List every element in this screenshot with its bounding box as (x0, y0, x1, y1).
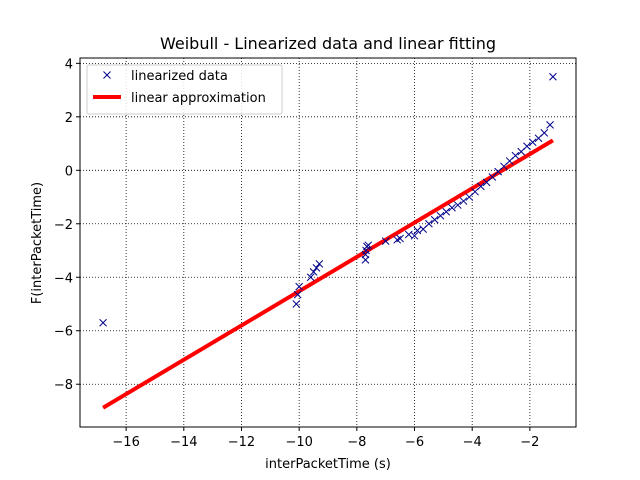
x-tick-label: −4 (463, 435, 482, 450)
chart-title: Weibull - Linearized data and linear fit… (160, 34, 496, 53)
y-tick-label: −6 (54, 325, 73, 340)
data-point (404, 230, 413, 239)
data-point (549, 72, 557, 81)
legend-scatter-marker-icon (103, 71, 111, 79)
data-point (448, 203, 456, 212)
y-tick-label: 2 (65, 111, 73, 126)
data-point (523, 142, 531, 151)
x-tick-label: −8 (347, 435, 366, 450)
legend: linearized data linear approximation (86, 64, 283, 115)
data-point (381, 237, 390, 246)
y-tick-label: 0 (65, 164, 73, 179)
data-point (540, 129, 549, 137)
x-axis-title: interPacketTime (s) (265, 457, 391, 472)
y-tick-label: −2 (54, 218, 73, 233)
data-point (425, 219, 433, 228)
data-point (315, 260, 324, 268)
data-point (476, 182, 485, 191)
y-axis-ticks: −8 −6 −4 −2 0 2 4 (54, 57, 80, 393)
data-point (312, 264, 321, 272)
data-point (436, 211, 445, 220)
x-axis-ticks: −16 −14 −12 −10 −8 −6 −4 −2 (112, 427, 539, 450)
data-point (459, 197, 468, 205)
data-point (442, 207, 451, 216)
legend-box (86, 64, 283, 115)
data-point (546, 120, 554, 129)
x-tick-label: −2 (520, 435, 539, 450)
data-point (430, 215, 439, 224)
y-tick-label: 4 (65, 57, 73, 72)
data-point (528, 138, 537, 147)
data-point (364, 241, 373, 250)
legend-x-marker-icon (103, 71, 111, 79)
data-point (99, 318, 107, 327)
y-tick-label: −8 (54, 378, 73, 393)
data-points-layer (99, 72, 557, 327)
data-point (295, 282, 304, 291)
legend-label-linear-approximation: linear approximation (131, 91, 266, 106)
data-point (306, 273, 315, 282)
data-point (293, 290, 302, 299)
data-point (292, 300, 301, 308)
x-tick-label: −10 (285, 435, 312, 450)
data-point (453, 201, 462, 209)
x-tick-label: −14 (170, 435, 197, 450)
linear-approximation-line-layer (102, 138, 554, 410)
data-point (511, 151, 520, 160)
x-tick-label: −16 (112, 435, 139, 450)
linear-approximation-line (102, 138, 554, 410)
data-point (309, 268, 318, 276)
x-tick-label: −6 (405, 435, 424, 450)
y-axis-title: F(interPacketTime) (30, 182, 45, 304)
data-point (413, 226, 422, 235)
legend-label-linearized-data: linearized data (131, 69, 228, 84)
x-tick-label: −12 (228, 435, 255, 450)
y-tick-label: −4 (54, 271, 73, 286)
data-point (396, 234, 404, 243)
data-point (410, 231, 419, 240)
plot-frame (79, 57, 577, 428)
